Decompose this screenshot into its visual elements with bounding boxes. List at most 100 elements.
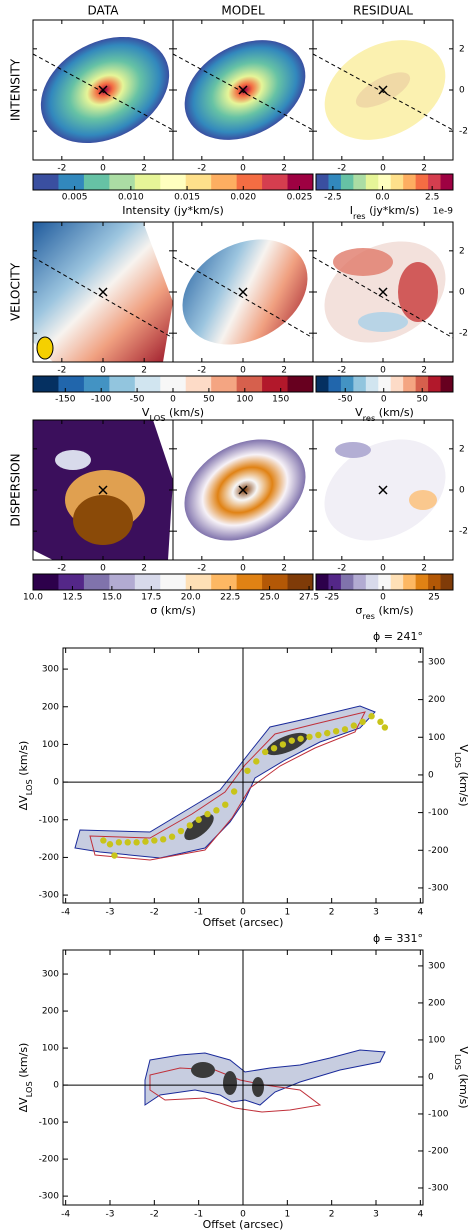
colorbar-step: [185, 376, 212, 392]
y-tick-label: -200: [39, 853, 60, 863]
colorbar-tick-label: 17.5: [141, 593, 161, 603]
colorbar-step: [440, 574, 454, 590]
colorbar-step: [440, 174, 454, 190]
pv-point: [124, 839, 131, 846]
colorbar-step: [328, 174, 342, 190]
pv-point: [350, 722, 358, 729]
colorbar-step: [353, 174, 367, 190]
pv-point: [100, 837, 107, 844]
colorbar-tick-label: 20.0: [181, 593, 201, 603]
y-axis-label-part: ΔV: [17, 1097, 30, 1113]
colorbar-label-part: σ: [355, 604, 362, 617]
pv-point: [368, 712, 375, 720]
y-tick-label: -200: [39, 1155, 60, 1165]
x-tick-label: 2: [281, 164, 287, 174]
pv-point: [222, 801, 229, 808]
colorbar-step: [415, 376, 429, 392]
colorbar-step: [236, 376, 263, 392]
pv-point: [377, 718, 384, 726]
colorbar-step: [211, 376, 238, 392]
y2-axis-label-part: LOS: [454, 752, 464, 768]
colorbar-step: [236, 174, 263, 190]
y2-tick-label: -100: [428, 808, 449, 818]
colorbar-step: [428, 574, 442, 590]
colorbar-tick-label: 0.015: [174, 193, 200, 203]
colorbar-tick-label: 10.0: [23, 593, 43, 603]
x-tick-label: 0: [100, 564, 106, 574]
colorbar-step: [185, 174, 212, 190]
colorbar-step: [262, 174, 289, 190]
colorbar-tick-label: 100: [236, 395, 253, 405]
y-tick-label: -2: [459, 527, 468, 537]
colorbar-tick-label: 0: [380, 593, 386, 603]
y-tick-label: 2: [459, 444, 465, 454]
pv-point: [168, 833, 176, 840]
colorbar-tick-label: 15.0: [102, 593, 122, 603]
y2-tick-label: -200: [428, 846, 449, 856]
colorbar-step: [316, 376, 329, 392]
colorbar-label-part: (jy*km/s): [366, 204, 420, 217]
x-tick-label: -2: [150, 1210, 159, 1220]
colorbar-step: [415, 174, 429, 190]
pv-point: [324, 729, 331, 737]
colorbar-frame: [32, 173, 314, 191]
x-axis-label: Offset (arcsec): [203, 1218, 284, 1231]
pv-point: [341, 726, 349, 733]
x-tick-label: 0: [380, 366, 386, 376]
x-tick-label: 0: [240, 1210, 246, 1220]
x-tick-label: -2: [197, 564, 206, 574]
pv-point: [177, 827, 185, 835]
colorbar-label: Ires (jy*km/s): [350, 204, 420, 221]
row-label: DISPERSION: [9, 453, 23, 526]
colorbar-step: [340, 174, 354, 190]
y2-tick-label: -200: [428, 1146, 449, 1156]
colorbar-tick-label: 0: [381, 395, 387, 405]
colorbar-step: [403, 574, 417, 590]
colorbar-step: [378, 574, 392, 590]
colorbar-tick-label: 0.0: [375, 193, 390, 203]
x-tick-label: 3: [373, 908, 379, 918]
colorbar-step: [316, 574, 329, 590]
x-tick-label: -2: [57, 564, 66, 574]
x-tick-label: -2: [57, 366, 66, 376]
colorbar-label-part: σ (km/s): [150, 604, 196, 617]
x-tick-label: 0: [380, 564, 386, 574]
colorbar-step: [58, 574, 85, 590]
colorbar-step: [390, 174, 404, 190]
colorbar-label-part: res: [362, 611, 375, 621]
colorbar-step: [390, 574, 404, 590]
colorbar-step: [328, 376, 342, 392]
pv-point: [253, 758, 260, 765]
y-tick-label: -100: [39, 1118, 60, 1128]
colorbar-step: [390, 376, 404, 392]
x-tick-label: 0: [240, 564, 246, 574]
pv-point: [111, 852, 118, 859]
y-axis-label: ΔVLOS (km/s): [17, 741, 34, 811]
y2-tick-label: 200: [428, 998, 445, 1008]
colorbar-step: [83, 376, 110, 392]
colorbar-step: [83, 174, 110, 190]
colorbar-label-part: LOS: [149, 413, 165, 423]
pv-point: [279, 741, 287, 748]
colorbar-step: [134, 174, 161, 190]
y2-tick-label: 300: [428, 961, 445, 971]
colorbar-step: [287, 174, 314, 190]
y2-tick-label: -300: [428, 883, 449, 893]
x-tick-label: 4: [417, 908, 423, 918]
y2-tick-label: 200: [428, 695, 445, 705]
y2-axis-label-part: (km/s): [457, 768, 470, 807]
column-title: RESIDUAL: [353, 4, 413, 18]
colorbar-tick-label: -50: [338, 395, 353, 405]
colorbar-step: [340, 574, 354, 590]
colorbar-tick-label: 22.5: [220, 593, 240, 603]
colorbar-step: [287, 574, 314, 590]
x-tick-label: -4: [61, 1210, 70, 1220]
x-tick-label: 0: [100, 366, 106, 376]
colorbar-label: σ (km/s): [150, 604, 196, 617]
colorbar-step: [33, 574, 59, 590]
y2-axis-label-part: (km/s): [457, 1070, 470, 1109]
pv-point: [151, 837, 158, 844]
y2-tick-label: 300: [428, 657, 445, 667]
colorbar-label: VLOS (km/s): [142, 406, 204, 423]
